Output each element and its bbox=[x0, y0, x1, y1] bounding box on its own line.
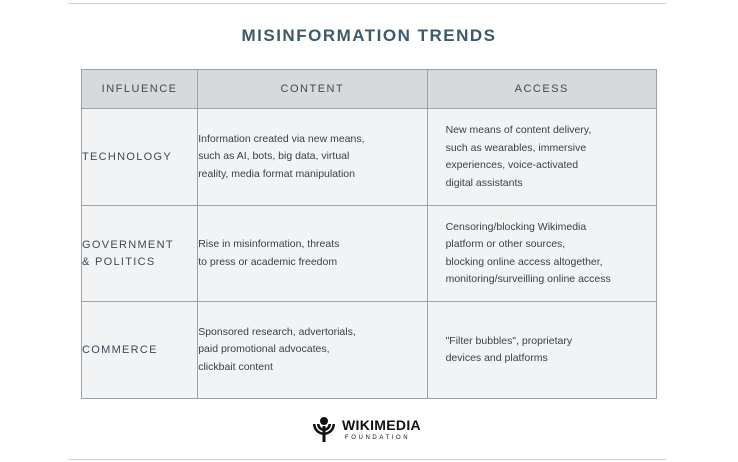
content-cell: Information created via new means, such … bbox=[197, 108, 428, 206]
influence-cell: COMMERCE bbox=[80, 301, 199, 399]
wikimedia-logo-icon bbox=[313, 417, 335, 442]
table-row: GOVERNMENT & POLITICS Rise in misinforma… bbox=[80, 205, 658, 302]
influence-cell: GOVERNMENT & POLITICS bbox=[80, 205, 199, 302]
wikimedia-foundation-logo: WIKIMEDIA FOUNDATION bbox=[310, 414, 440, 446]
column-header-access: ACCESS bbox=[426, 69, 658, 109]
column-header-content: CONTENT bbox=[197, 69, 428, 109]
table-row: TECHNOLOGY Information created via new m… bbox=[80, 108, 658, 206]
influence-cell: TECHNOLOGY bbox=[80, 108, 199, 206]
column-header-influence: INFLUENCE bbox=[80, 69, 199, 109]
access-cell: Censoring/blocking Wikimedia platform or… bbox=[426, 205, 658, 302]
logo-wordmark: WIKIMEDIA bbox=[342, 417, 421, 433]
content-cell: Sponsored research, advertorials, paid p… bbox=[197, 301, 428, 399]
page-title: MISINFORMATION TRENDS bbox=[241, 26, 497, 45]
table-row: COMMERCE Sponsored research, advertorial… bbox=[80, 301, 658, 399]
trends-table: INFLUENCE CONTENT ACCESS TECHNOLOGY Info… bbox=[80, 69, 658, 399]
content-cell: Rise in misinformation, threats to press… bbox=[197, 205, 428, 302]
access-cell: New means of content delivery, such as w… bbox=[426, 108, 658, 206]
bottom-divider bbox=[68, 459, 666, 460]
access-cell: "Filter bubbles", proprietary devices an… bbox=[426, 301, 658, 399]
table-header-row: INFLUENCE CONTENT ACCESS bbox=[80, 69, 658, 109]
logo-subtitle: FOUNDATION bbox=[345, 435, 411, 441]
top-divider bbox=[68, 3, 666, 4]
